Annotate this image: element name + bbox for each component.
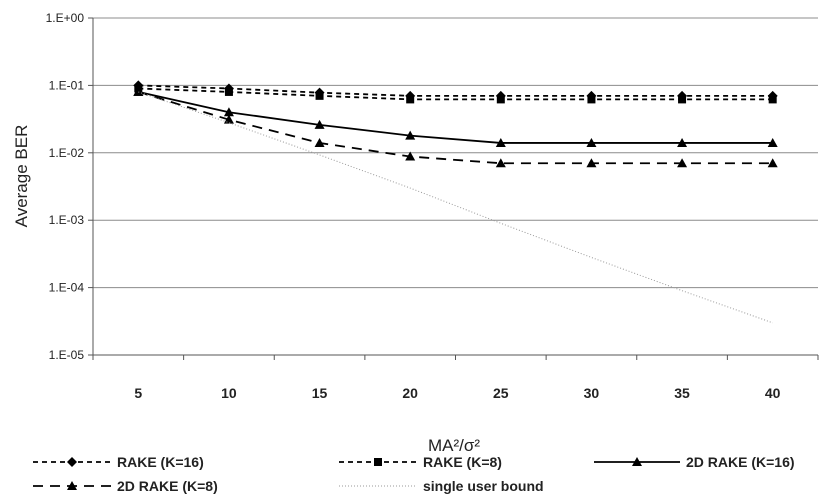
x-tick-label: 40 — [765, 385, 781, 401]
data-point — [677, 158, 688, 168]
x-tick-label: 10 — [221, 385, 237, 401]
data-point — [767, 137, 778, 147]
legend-label: single user bound — [423, 478, 544, 494]
x-tick-label: 15 — [312, 385, 328, 401]
legend-item: single user bound — [339, 478, 544, 494]
gridlines — [93, 17, 818, 289]
series-line — [138, 91, 773, 165]
series-line — [138, 84, 773, 97]
data-point — [405, 130, 416, 140]
series-line — [138, 91, 773, 324]
data-point — [223, 107, 234, 117]
legend-swatch-marker — [374, 458, 382, 466]
series-4 — [138, 91, 773, 324]
data-point — [586, 158, 597, 168]
y-tick-label: 1.E-04 — [49, 281, 85, 295]
y-tick-labels: 1.E+00 1.E-01 1.E-02 1.E-03 1.E-04 1.E-05 — [46, 11, 85, 362]
legend-item: 2D RAKE (K=16) — [594, 454, 795, 470]
x-axis-label: MA²/σ² — [428, 436, 480, 455]
data-point — [767, 158, 778, 168]
y-tick-label: 1.E-01 — [49, 78, 85, 92]
data-point — [495, 137, 506, 147]
series-line — [138, 91, 773, 144]
data-point — [678, 95, 687, 104]
y-tick-label: 1.E-02 — [49, 146, 85, 160]
data-point — [496, 95, 505, 104]
y-tick-label: 1.E-03 — [49, 213, 85, 227]
x-tick-label: 35 — [674, 385, 690, 401]
legend-item: 2D RAKE (K=8) — [33, 478, 218, 494]
data-point — [405, 151, 416, 161]
data-point — [406, 95, 415, 104]
x-tick-label: 25 — [493, 385, 509, 401]
data-point — [587, 95, 596, 104]
legend-swatch-marker — [67, 481, 77, 490]
series-line — [138, 87, 773, 101]
x-tick-label: 30 — [584, 385, 600, 401]
data-point — [223, 114, 234, 124]
data-point — [768, 95, 777, 104]
data-point — [314, 137, 325, 147]
series-2 — [133, 86, 778, 147]
legend-label: 2D RAKE (K=16) — [686, 454, 795, 470]
legend-label: 2D RAKE (K=8) — [117, 478, 218, 494]
axes — [88, 17, 819, 360]
data-point — [677, 137, 688, 147]
legend-swatch-marker — [67, 457, 77, 467]
legend-label: RAKE (K=8) — [423, 454, 502, 470]
x-tick-label: 5 — [134, 385, 142, 401]
x-tick-labels: 5 10 15 20 25 30 35 40 — [134, 385, 780, 401]
data-point — [224, 87, 233, 96]
legend-item: RAKE (K=16) — [33, 454, 204, 470]
legend-swatch-marker — [632, 457, 642, 466]
legend: RAKE (K=16) RAKE (K=8) 2D RAKE (K=16) 2D RA… — [33, 454, 795, 494]
y-axis-label: Average BER — [12, 125, 31, 228]
data-point — [133, 86, 144, 96]
series-group — [133, 80, 778, 324]
legend-item: RAKE (K=8) — [339, 454, 502, 470]
y-tick-label: 1.E-05 — [49, 348, 85, 362]
x-tick-label: 20 — [402, 385, 418, 401]
data-point — [495, 158, 506, 168]
y-tick-label: 1.E+00 — [46, 11, 85, 25]
legend-label: RAKE (K=16) — [117, 454, 204, 470]
data-point — [314, 119, 325, 129]
data-point — [315, 91, 324, 100]
data-point — [586, 137, 597, 147]
series-3 — [133, 86, 778, 168]
